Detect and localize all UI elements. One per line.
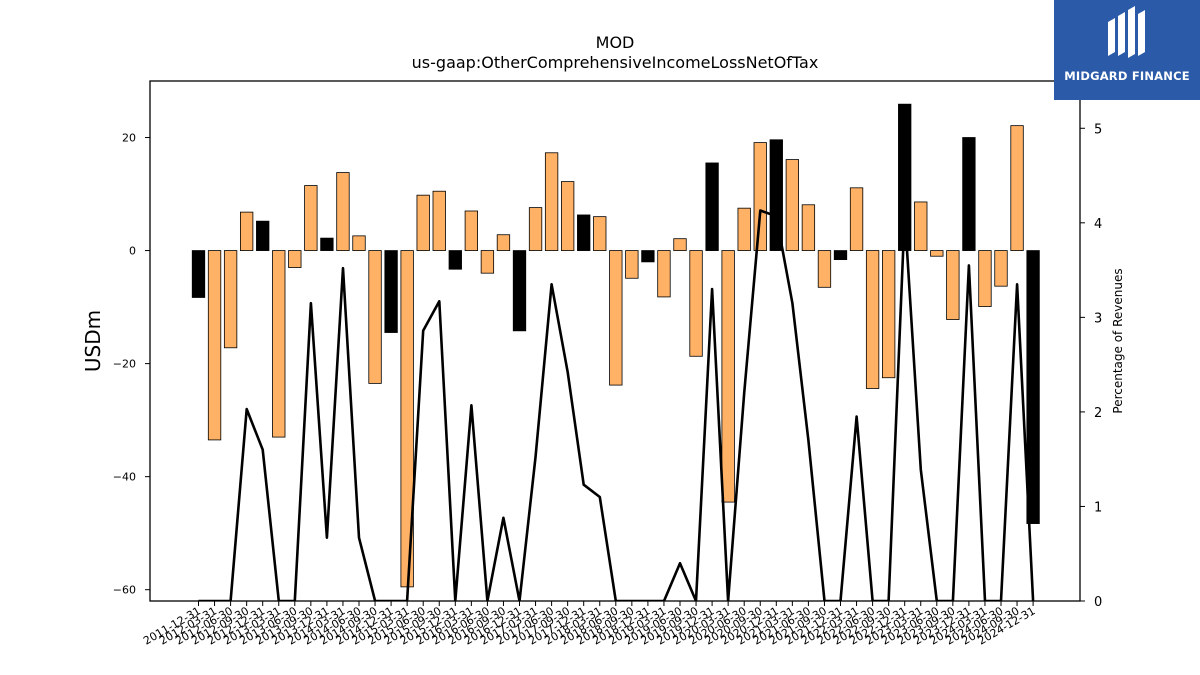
x-axis: 2011-12-312012-03-312012-06-302012-09-30… xyxy=(141,601,1038,648)
bar-2022-03-31 xyxy=(849,187,864,251)
bar-2011-12-31 xyxy=(191,250,206,298)
bar-2016-12-31 xyxy=(512,250,527,332)
midgard-logo-icon xyxy=(1108,6,1145,58)
y2-tick-label: 0 xyxy=(1094,595,1102,610)
bar-2020-12-31 xyxy=(769,139,783,251)
bar-2015-09-30 xyxy=(432,190,446,251)
y2-axis-label: Percentage of Revenues xyxy=(1111,268,1125,413)
bar-2018-03-31 xyxy=(593,216,607,251)
chart-subtitle: us-gaap:OtherComprehensiveIncomeLossNetO… xyxy=(412,53,819,72)
bar-2019-09-30 xyxy=(689,250,703,357)
bar-2013-06-30 xyxy=(288,250,302,268)
bar-2016-03-31 xyxy=(464,210,479,251)
brand-name: MIDGARD FINANCE xyxy=(1064,69,1190,83)
bar-2018-06-30 xyxy=(609,250,623,386)
chart-title: MOD xyxy=(596,33,635,52)
bar-2024-06-30 xyxy=(994,250,1008,287)
y2-tick-label: 5 xyxy=(1094,122,1102,137)
bar-2012-06-30 xyxy=(223,250,238,349)
bar-2024-09-30 xyxy=(1010,125,1024,251)
y2-tick-label: 2 xyxy=(1094,406,1102,421)
bar-2023-06-30 xyxy=(930,250,944,257)
y-tick-label: 0 xyxy=(129,245,136,258)
bar-2017-06-30 xyxy=(544,152,559,251)
bar-2014-06-30 xyxy=(352,235,366,251)
bar-2021-12-31 xyxy=(833,250,848,261)
bar-2016-06-30 xyxy=(480,250,495,274)
bar-2022-06-30 xyxy=(865,250,880,389)
bar-2014-09-30 xyxy=(368,250,382,384)
y-tick-label: −60 xyxy=(113,584,136,597)
bar-2012-09-30 xyxy=(239,211,254,251)
y-axis-label: USDm xyxy=(81,310,105,372)
plot-frame xyxy=(149,80,1081,602)
bar-2024-12-31 xyxy=(1026,250,1040,524)
bar-2019-03-31 xyxy=(657,250,671,298)
bar-2014-12-31 xyxy=(384,250,398,333)
bar-2013-09-30 xyxy=(304,185,318,251)
bar-2018-12-31 xyxy=(641,250,655,263)
bar-2021-03-31 xyxy=(785,159,799,251)
y-tick-label: −20 xyxy=(113,358,136,371)
y2-tick-label: 3 xyxy=(1094,311,1102,326)
bar-2017-12-31 xyxy=(577,214,591,251)
percentage-line xyxy=(198,209,1035,601)
bar-2016-09-30 xyxy=(496,234,511,251)
bar-2019-12-31 xyxy=(705,162,719,251)
bar-2020-03-31 xyxy=(721,250,735,503)
bar-2013-12-31 xyxy=(320,237,334,251)
bar-2021-09-30 xyxy=(817,250,832,288)
bar-2017-09-30 xyxy=(561,181,575,251)
bar-2021-06-30 xyxy=(801,204,816,251)
y-tick-label: −40 xyxy=(113,471,136,484)
bar-2014-03-31 xyxy=(336,172,350,251)
y2-axis: 0 1 2 3 4 5 xyxy=(1080,122,1102,610)
y2-tick-label: 1 xyxy=(1094,500,1102,515)
bar-2023-03-31 xyxy=(914,201,928,251)
y-tick-label: 20 xyxy=(122,132,136,145)
bar-2020-06-30 xyxy=(737,207,751,251)
bar-2012-03-31 xyxy=(207,250,222,441)
bar-2024-03-31 xyxy=(978,250,992,307)
bar-2022-12-31 xyxy=(898,103,912,251)
brand-logo: MIDGARD FINANCE xyxy=(1054,0,1200,100)
bar-group xyxy=(191,103,1040,588)
bar-2013-03-31 xyxy=(272,250,286,438)
bar-2019-06-30 xyxy=(673,238,687,251)
bar-2015-06-30 xyxy=(416,194,430,251)
bar-2023-09-30 xyxy=(946,250,960,320)
bar-2023-12-31 xyxy=(962,137,976,251)
y-axis: −60 −40 −20 0 20 xyxy=(113,132,150,597)
bar-2020-09-30 xyxy=(753,142,767,251)
bar-2018-09-30 xyxy=(625,250,639,279)
bar-2015-12-31 xyxy=(448,250,462,270)
y2-tick-label: 4 xyxy=(1094,217,1102,232)
line-group xyxy=(198,209,1035,601)
bar-2012-12-31 xyxy=(256,220,270,251)
bar-2022-09-30 xyxy=(882,250,896,379)
bar-2017-03-31 xyxy=(528,207,543,251)
